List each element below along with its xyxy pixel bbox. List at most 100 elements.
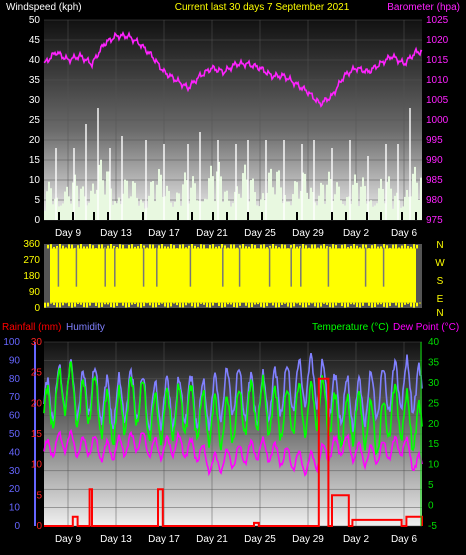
compass-label: N — [436, 308, 443, 319]
wind-speed-bar — [244, 164, 246, 220]
direction-point — [200, 244, 202, 249]
direction-point — [83, 302, 85, 308]
wind-speed-bar — [342, 204, 344, 220]
direction-point — [413, 302, 415, 308]
wind-speed-bar — [410, 196, 412, 220]
direction-point — [383, 302, 385, 307]
wind-speed-bar — [302, 172, 304, 220]
direction-point — [83, 246, 85, 249]
direction-point — [200, 302, 202, 304]
compass-label: E — [437, 294, 444, 305]
wind-speed-bar — [94, 193, 96, 220]
wind-speed-bar — [170, 202, 172, 220]
calm-gap — [401, 212, 403, 220]
direction-point — [107, 302, 109, 305]
date-tick-label: Day 17 — [148, 228, 180, 239]
wind-speed-bar — [416, 182, 418, 220]
wind-speed-bar — [264, 200, 266, 220]
direction-point — [323, 302, 325, 304]
calm-gap — [380, 212, 382, 220]
wind-speed-bar — [48, 181, 50, 220]
wind-speed-bar — [248, 201, 250, 220]
wind-speed-bar — [270, 168, 272, 220]
wind-speed-bar — [280, 187, 282, 220]
direction-point — [62, 245, 64, 249]
date-tick-label: Day 2 — [343, 534, 370, 545]
direction-point — [296, 246, 298, 249]
wind-speed-bar — [240, 197, 242, 220]
direction-point — [98, 302, 100, 308]
wind-speed-bar — [398, 200, 400, 220]
direction-point — [314, 302, 316, 307]
direction-point — [272, 302, 274, 306]
direction-point — [137, 246, 139, 249]
wind-speed-bar — [268, 172, 270, 220]
wind-tick-label: 50 — [29, 15, 41, 26]
direction-point — [152, 302, 154, 308]
direction-point — [173, 245, 175, 249]
direction-point — [260, 302, 262, 307]
wind-speed-bar — [72, 182, 74, 220]
direction-point — [395, 244, 397, 249]
direction-point — [371, 302, 373, 308]
direction-point — [89, 244, 91, 249]
direction-point — [341, 244, 343, 249]
calm-gap — [296, 212, 298, 220]
wind-speed-bar — [108, 171, 110, 220]
wind-speed-bar — [86, 205, 88, 220]
direction-point — [401, 245, 403, 249]
calm-gap — [177, 212, 179, 220]
wind-speed-bar — [242, 173, 244, 220]
wind-speed-bar — [294, 181, 296, 220]
direction-point — [179, 302, 181, 308]
direction-point — [323, 244, 325, 249]
wind-speed-bar — [300, 190, 302, 220]
wind-speed-bar — [382, 189, 384, 220]
direction-point — [305, 302, 307, 308]
wind-speed-bar — [260, 199, 262, 220]
wind-speed-bar — [350, 204, 352, 220]
calm-gap — [331, 212, 333, 220]
wind-speed-bar — [414, 166, 416, 220]
wind-speed-bar — [378, 188, 380, 220]
wind-speed-bar — [288, 201, 290, 220]
direction-point — [227, 247, 229, 249]
temperature-tick-label: 20 — [428, 419, 440, 430]
direction-point — [125, 302, 127, 308]
direction-point — [410, 302, 412, 307]
wind-speed-bar — [148, 195, 150, 220]
direction-point — [383, 244, 385, 249]
wind-speed-bar — [388, 176, 390, 220]
wind-speed-bar — [78, 207, 80, 220]
direction-point — [212, 244, 214, 249]
direction-point — [410, 246, 412, 249]
direction-point — [395, 302, 397, 306]
direction-point — [167, 302, 169, 308]
direction-point — [404, 302, 406, 305]
wind-speed-bar — [238, 193, 240, 220]
direction-point — [77, 245, 79, 249]
direction-point — [413, 244, 415, 249]
direction-point — [260, 244, 262, 249]
wind-speed-bar — [234, 191, 236, 220]
direction-point — [149, 244, 151, 249]
wind-speed-bar — [182, 184, 184, 220]
direction-scatter — [44, 244, 421, 308]
barometer-tick-label: 990 — [426, 155, 443, 166]
direction-point — [329, 302, 331, 308]
direction-point — [86, 302, 88, 308]
wind-speed-bar — [130, 196, 132, 220]
wind-speed-bar — [420, 177, 422, 220]
humidity-tick-label: 40 — [9, 447, 21, 458]
calm-gap — [247, 212, 249, 220]
wind-speed-bar — [124, 179, 126, 220]
date-tick-label: Day 25 — [244, 228, 276, 239]
direction-point — [290, 302, 292, 308]
date-tick-label: Day 13 — [100, 534, 132, 545]
direction-point — [230, 302, 232, 305]
wind-speed-bar — [92, 183, 94, 220]
wind-speed-bar — [250, 180, 252, 220]
direction-point — [194, 302, 196, 308]
direction-point — [368, 302, 370, 306]
